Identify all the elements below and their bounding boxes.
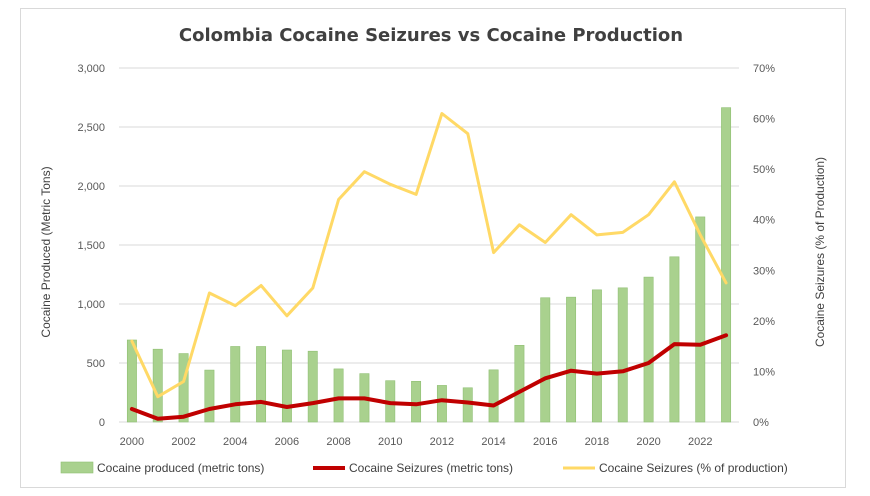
y2-tick-label: 20% (753, 316, 775, 328)
y2-tick-label: 60% (753, 114, 775, 126)
y2-tick-label: 70% (753, 63, 775, 75)
y-axis-title: Cocaine Produced (Metric Tons) (39, 166, 53, 337)
legend-label: Cocaine Seizures (metric tons) (349, 461, 513, 475)
bar (152, 348, 163, 423)
chart-canvas: Colombia Cocaine Seizures vs Cocaine Pro… (39, 25, 827, 475)
bar (591, 289, 602, 423)
chart-frame: Colombia Cocaine Seizures vs Cocaine Pro… (20, 8, 846, 488)
x-tick-label: 2018 (585, 436, 609, 448)
legend: Cocaine produced (metric tons) Cocaine Se… (60, 461, 788, 475)
x-tick-label: 2016 (533, 436, 557, 448)
y2-tick-label: 40% (753, 215, 775, 227)
x-tick-label: 2004 (223, 436, 247, 448)
bar (307, 350, 318, 423)
y2-tick-label: 0% (753, 417, 769, 429)
bar (462, 387, 473, 423)
seizures-percent-line (130, 112, 728, 399)
y2-axis-title: Cocaine Seizures (% of Production) (813, 157, 827, 347)
bar (411, 380, 422, 423)
bar (436, 385, 447, 423)
x-tick-label: 2020 (636, 436, 660, 448)
y-axis-ticks: 0 500 1,000 1,500 2,000 2,500 3,000 (77, 63, 105, 429)
legend-label: Cocaine Seizures (% of production) (599, 461, 788, 475)
y2-tick-label: 50% (753, 164, 775, 176)
y-tick-label: 1,000 (77, 299, 105, 311)
bar (204, 369, 215, 423)
y-tick-label: 3,000 (77, 63, 105, 75)
bar (333, 368, 344, 423)
bar (540, 297, 551, 423)
line-series (129, 112, 729, 421)
bar (488, 369, 499, 423)
y2-tick-label: 30% (753, 265, 775, 277)
y-tick-label: 1,500 (77, 240, 105, 252)
bar (643, 276, 654, 423)
y-tick-label: 2,000 (77, 181, 105, 193)
bar (514, 344, 525, 423)
bar (178, 353, 189, 423)
y2-axis-ticks: 0% 10% 20% 30% 40% 50% 60% 70% (753, 63, 775, 429)
y-tick-label: 2,500 (77, 122, 105, 134)
y2-tick-label: 10% (753, 366, 775, 378)
x-axis-ticks: 2000 2002 2004 2006 2008 2010 2012 2014 2016 2018… (120, 436, 713, 448)
x-tick-label: 2022 (688, 436, 712, 448)
bar (617, 287, 628, 423)
seizures-tons-line (129, 333, 729, 421)
gridlines (119, 67, 739, 423)
x-tick-label: 2010 (378, 436, 402, 448)
x-tick-label: 2014 (481, 436, 505, 448)
x-tick-label: 2012 (430, 436, 454, 448)
bar (256, 346, 267, 423)
bar (230, 346, 241, 423)
bar (669, 256, 680, 423)
x-tick-label: 2008 (326, 436, 350, 448)
y-tick-label: 500 (87, 358, 105, 370)
bar (721, 107, 732, 423)
legend-label: Cocaine produced (metric tons) (97, 461, 264, 475)
bar (566, 296, 577, 423)
bar (695, 216, 706, 423)
x-tick-label: 2002 (171, 436, 195, 448)
legend-swatch-bar (60, 461, 94, 474)
x-tick-label: 2000 (120, 436, 144, 448)
chart-title: Colombia Cocaine Seizures vs Cocaine Pro… (179, 25, 683, 46)
bar (281, 349, 292, 423)
y-tick-label: 0 (99, 417, 105, 429)
x-tick-label: 2006 (275, 436, 299, 448)
